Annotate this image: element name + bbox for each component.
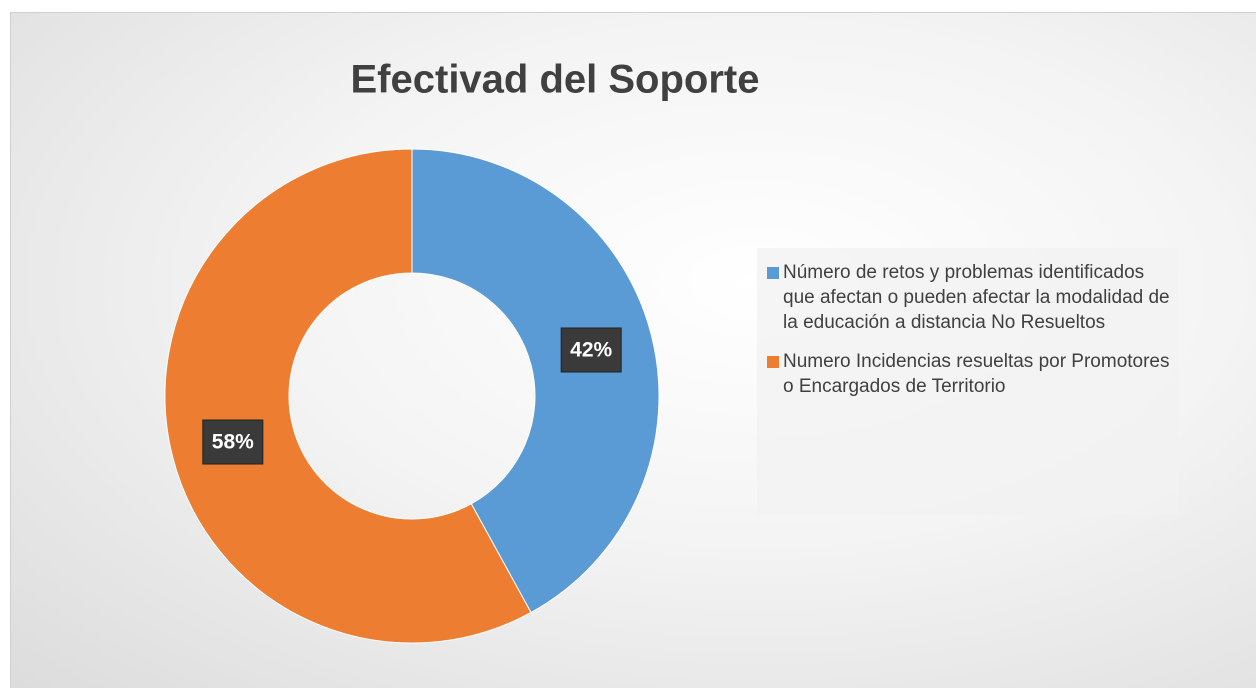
- legend-label: Numero Incidencias resueltas por Promoto…: [783, 351, 1170, 397]
- legend-item: Numero Incidencias resueltas por Promoto…: [767, 349, 1170, 399]
- legend: Número de retos y problemas identificado…: [757, 248, 1178, 515]
- donut-segment: [411, 148, 660, 614]
- legend-label: Número de retos y problemas identificado…: [783, 262, 1170, 333]
- chart-title: Efectivad del Soporte: [351, 58, 760, 102]
- legend-swatch: [767, 267, 779, 279]
- data-label-box: [202, 419, 264, 465]
- legend-swatch: [767, 356, 779, 368]
- data-label-box: [560, 327, 622, 373]
- data-label: 58%: [212, 431, 254, 454]
- legend-item: Número de retos y problemas identificado…: [767, 260, 1170, 335]
- donut-segment: [164, 148, 532, 644]
- data-label: 42%: [570, 339, 612, 362]
